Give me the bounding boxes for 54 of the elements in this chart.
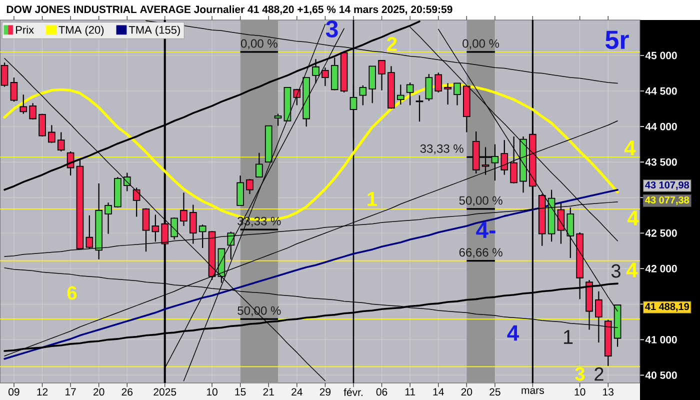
y-tick-label: 42 500 xyxy=(645,229,677,237)
x-tick-label: 20 xyxy=(94,388,104,396)
text: 43 077,38 xyxy=(645,196,690,205)
y-tick-label: 44 500 xyxy=(645,87,677,95)
legend-label: Prix xyxy=(16,26,34,34)
x-tick-label: 10 xyxy=(206,388,218,396)
text: 4 xyxy=(627,210,639,226)
x-tick-label: 06 xyxy=(376,388,388,396)
x-tick-label: 09 xyxy=(8,388,20,396)
x-tick-label: 15 xyxy=(235,388,246,396)
annotation: 33,33 % xyxy=(420,144,464,154)
x-tick-label: 24 xyxy=(292,388,302,396)
y-tick-label: 44 000 xyxy=(645,122,677,130)
x-tick-label: 13 xyxy=(603,388,614,396)
annotation: 3 xyxy=(611,264,620,278)
x-tick-label: 29 xyxy=(320,388,331,396)
chart-title: DOW JONES INDUSTRIAL AVERAGE Journalier 41 488,20 +1,65 % 14 mars 2025, 20:59:59 xyxy=(6,5,452,15)
annotation: 50,00 % xyxy=(459,196,502,206)
x-tick-label: 14 xyxy=(433,388,444,396)
x-tick-label: 21 xyxy=(263,388,274,396)
annotation: 5r xyxy=(606,30,629,50)
text: 43 107,98 xyxy=(645,181,690,190)
annotation: 6 xyxy=(67,286,77,300)
legend-label: TMA (155) xyxy=(128,26,180,36)
x-tick-label: 2025 xyxy=(154,388,176,396)
x-tick-label: 12 xyxy=(37,388,48,396)
annotation: 4- xyxy=(476,222,496,238)
x-tick-label: 25 xyxy=(490,388,500,396)
x-tick-label: mars xyxy=(522,388,544,394)
legend-label: TMA (20) xyxy=(58,26,104,36)
annotation: 3 xyxy=(326,20,338,38)
annotation: 4 xyxy=(507,325,520,341)
x-tick-label: 10 xyxy=(574,388,586,396)
annotation: 0,00 % xyxy=(462,39,500,50)
y-tick-label: 43 500 xyxy=(645,158,677,166)
y-tick-label: 40 500 xyxy=(645,371,677,379)
x-tick-label: 26 xyxy=(122,388,133,396)
y-tick-label: 45 000 xyxy=(645,52,677,60)
y-tick-label: 41 000 xyxy=(645,336,677,344)
annotation: 1 xyxy=(564,330,573,344)
x-tick-label: 11 xyxy=(405,388,415,396)
annotation: 3 xyxy=(575,367,585,381)
x-tick-label: 20 xyxy=(461,388,472,396)
text: 4 xyxy=(624,140,636,156)
x-tick-label: 17 xyxy=(66,388,76,396)
annotation: 0,00 % xyxy=(240,39,278,50)
text: 41 488,19 xyxy=(645,303,690,312)
x-tick-label: févr. xyxy=(344,388,362,396)
annotation: 2 xyxy=(387,37,397,51)
annotation: 1 xyxy=(368,192,378,206)
y-tick-label: 42 000 xyxy=(645,264,677,272)
text: 4 xyxy=(626,262,638,278)
annotation: 2 xyxy=(594,367,604,381)
annotation: 66,66 % xyxy=(459,248,502,258)
